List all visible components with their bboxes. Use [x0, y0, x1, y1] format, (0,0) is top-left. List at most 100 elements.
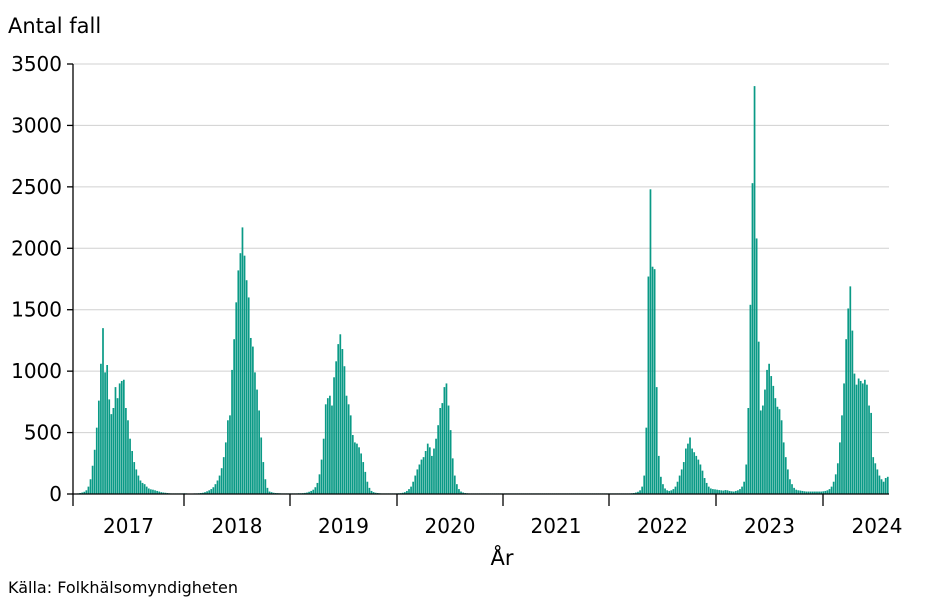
bar [370, 490, 373, 494]
bar [237, 270, 240, 494]
bar [324, 404, 327, 494]
bar [414, 475, 417, 494]
bar [331, 405, 333, 494]
y-tick-label: 3000 [11, 113, 62, 137]
bar [262, 462, 265, 494]
bar [204, 492, 206, 494]
bar [158, 491, 161, 494]
bar [657, 455, 660, 494]
bar [341, 349, 344, 494]
x-tick-label: 2018 [212, 514, 263, 538]
bar [778, 409, 781, 494]
bar [637, 491, 639, 494]
x-tick-label: 2017 [103, 514, 154, 538]
source-note: Källa: Folkhälsomyndigheten [8, 578, 239, 597]
bar [716, 489, 718, 494]
x-tick-labels: 2017 2018 2019 2020 2021 2022 2023 2024 [103, 514, 902, 538]
bar [447, 405, 450, 494]
bar [241, 227, 244, 494]
bar [87, 486, 90, 494]
bar [732, 491, 735, 494]
bar [437, 425, 439, 494]
bar [114, 387, 117, 494]
bar [776, 406, 779, 494]
bar [714, 489, 716, 494]
bar [695, 455, 698, 494]
bar [339, 334, 342, 494]
bar [270, 492, 273, 494]
bar [836, 463, 839, 494]
y-tick-label: 0 [49, 482, 62, 506]
bar [670, 490, 673, 494]
bar [85, 490, 88, 494]
bar [310, 490, 313, 494]
bar [834, 474, 837, 494]
bar [880, 479, 883, 494]
bar [662, 484, 664, 494]
bar [218, 475, 221, 494]
bar [81, 492, 84, 494]
bar [349, 415, 352, 494]
bar [416, 469, 419, 494]
bar [247, 297, 250, 494]
bar [351, 435, 354, 494]
bar [757, 341, 760, 494]
bar [826, 490, 829, 494]
bar [364, 471, 367, 494]
bar [649, 189, 652, 494]
bar [206, 491, 208, 494]
bar [872, 457, 875, 494]
bar [811, 491, 814, 494]
bar [678, 475, 681, 494]
bar [828, 489, 831, 494]
bar [443, 387, 446, 494]
bar [424, 451, 427, 494]
bar [220, 468, 223, 494]
bar [122, 379, 125, 494]
y-tick-label: 3500 [11, 52, 62, 76]
x-tick-label: 2019 [318, 514, 369, 538]
bar [874, 463, 877, 494]
bar [106, 365, 109, 494]
bar [705, 482, 708, 494]
x-axis-title: År [491, 544, 514, 570]
bar [89, 479, 92, 494]
bar [97, 400, 100, 494]
bar [882, 481, 885, 494]
bar [784, 457, 787, 494]
bar [751, 183, 754, 495]
bar [643, 475, 646, 494]
bar [787, 469, 789, 494]
bar [772, 385, 775, 494]
bar [143, 484, 146, 494]
bar [133, 462, 136, 494]
bar [316, 482, 319, 494]
bar [878, 475, 881, 494]
gridlines [73, 63, 889, 434]
bar [768, 363, 770, 494]
bar [408, 489, 410, 494]
bar [666, 490, 668, 494]
bar [884, 478, 887, 494]
bar [718, 490, 721, 494]
bar [693, 452, 696, 494]
bar [680, 469, 683, 494]
bar [268, 491, 271, 494]
bar [329, 395, 331, 494]
x-tick-label: 2023 [744, 514, 795, 538]
bar [110, 414, 113, 494]
bar [145, 486, 148, 494]
bar [100, 363, 102, 494]
bar [156, 490, 158, 494]
bar [125, 408, 127, 494]
y-tick-label: 2000 [11, 236, 62, 260]
bar [118, 383, 121, 494]
bar [208, 490, 211, 494]
bar [152, 489, 154, 494]
bar [707, 486, 710, 494]
bar [709, 488, 712, 494]
bar-series [73, 86, 889, 495]
bar [660, 476, 662, 494]
bar [129, 438, 131, 494]
bar [651, 266, 654, 494]
